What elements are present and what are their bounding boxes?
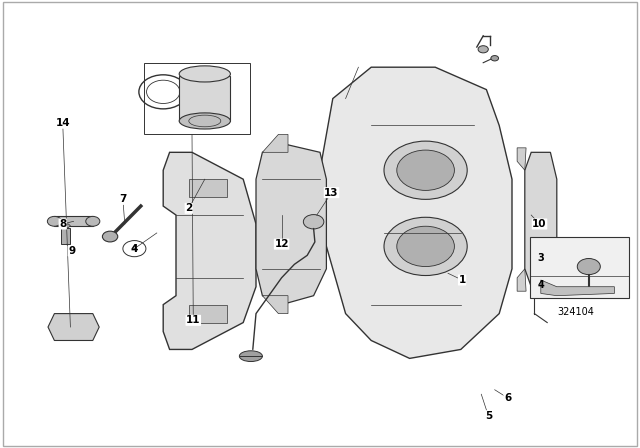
Text: 3: 3 [538,253,545,263]
Ellipse shape [478,46,488,53]
Polygon shape [517,148,526,170]
Text: 7: 7 [119,194,127,204]
Polygon shape [262,296,288,314]
Ellipse shape [577,258,600,275]
Text: 6: 6 [504,393,511,403]
Text: 1: 1 [458,275,466,285]
Ellipse shape [384,141,467,199]
Text: 11: 11 [186,315,200,325]
Polygon shape [262,134,288,152]
Polygon shape [525,152,557,287]
Text: 14: 14 [56,118,70,128]
Polygon shape [179,76,230,121]
Bar [61,228,70,244]
Polygon shape [163,152,256,349]
Text: 4: 4 [538,280,545,289]
Ellipse shape [303,215,324,229]
Text: 4: 4 [131,244,138,254]
Text: 12: 12 [275,239,289,249]
Ellipse shape [179,113,230,129]
Ellipse shape [491,56,499,61]
Ellipse shape [86,216,100,226]
Text: 2: 2 [185,203,193,213]
Polygon shape [256,143,326,305]
Ellipse shape [102,231,118,242]
Bar [54,216,93,226]
Text: 324104: 324104 [557,307,595,317]
Polygon shape [48,314,99,340]
Ellipse shape [397,150,454,190]
Ellipse shape [239,351,262,362]
Ellipse shape [397,226,454,267]
Ellipse shape [47,216,61,226]
Text: 13: 13 [324,188,339,198]
Polygon shape [517,269,526,291]
Text: 5: 5 [484,411,492,421]
Text: 4: 4 [131,244,138,254]
Polygon shape [320,67,512,358]
Polygon shape [541,280,614,296]
Bar [530,237,629,298]
Bar [189,305,227,323]
Bar [189,179,227,197]
Text: 9: 9 [68,246,76,256]
Ellipse shape [179,66,230,82]
Text: 10: 10 [532,219,547,229]
Text: 8: 8 [59,219,67,229]
Ellipse shape [384,217,467,276]
Polygon shape [60,224,70,228]
